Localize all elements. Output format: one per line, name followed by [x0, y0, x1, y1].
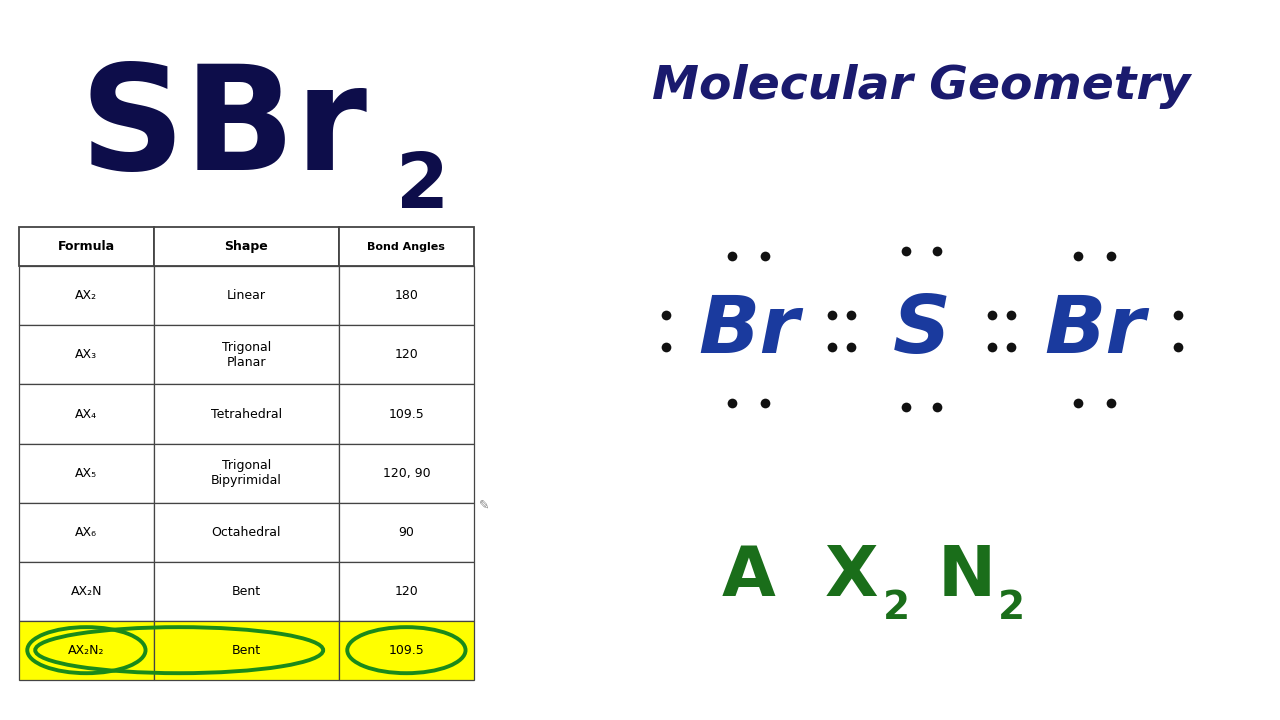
Text: 180: 180 — [394, 289, 419, 302]
Text: Bent: Bent — [232, 644, 261, 657]
Bar — [154, 444, 339, 503]
Text: AX₂N: AX₂N — [70, 585, 102, 598]
Text: 120: 120 — [394, 585, 419, 598]
Text: Tetrahedral: Tetrahedral — [211, 408, 282, 420]
Bar — [339, 325, 474, 384]
Bar — [19, 266, 154, 325]
Text: Formula: Formula — [58, 240, 115, 253]
Bar — [154, 621, 339, 680]
Text: Trigonal
Bipyrimidal: Trigonal Bipyrimidal — [211, 459, 282, 487]
Text: SBr: SBr — [79, 59, 369, 200]
Text: Linear: Linear — [227, 289, 266, 302]
Text: Bent: Bent — [232, 585, 261, 598]
Text: Shape: Shape — [224, 240, 269, 253]
Bar — [19, 621, 154, 680]
Text: X: X — [824, 542, 878, 610]
Text: 120: 120 — [394, 348, 419, 361]
Bar — [339, 503, 474, 562]
Text: Octahedral: Octahedral — [211, 526, 282, 539]
Bar — [19, 227, 154, 266]
Text: 90: 90 — [398, 526, 415, 539]
Text: 2: 2 — [997, 590, 1025, 627]
Text: AX₄: AX₄ — [76, 408, 97, 420]
Bar — [339, 384, 474, 444]
Text: AX₂: AX₂ — [76, 289, 97, 302]
Text: 120, 90: 120, 90 — [383, 467, 430, 480]
Bar — [154, 325, 339, 384]
Text: Trigonal
Planar: Trigonal Planar — [221, 341, 271, 369]
Text: 2: 2 — [396, 150, 449, 224]
Text: Br: Br — [1043, 292, 1146, 370]
Text: S: S — [892, 292, 951, 370]
Text: 2: 2 — [882, 590, 910, 627]
Bar — [154, 266, 339, 325]
Text: AX₃: AX₃ — [76, 348, 97, 361]
Bar — [19, 384, 154, 444]
Text: 109.5: 109.5 — [389, 644, 424, 657]
Text: Br: Br — [698, 292, 800, 370]
Text: 109.5: 109.5 — [389, 408, 424, 420]
Bar — [19, 503, 154, 562]
Text: AX₂N₂: AX₂N₂ — [68, 644, 105, 657]
Bar — [154, 227, 339, 266]
Bar — [154, 384, 339, 444]
Text: AX₆: AX₆ — [76, 526, 97, 539]
Bar — [339, 562, 474, 621]
Bar — [19, 562, 154, 621]
Bar — [154, 503, 339, 562]
Text: Bond Angles: Bond Angles — [367, 242, 445, 251]
Text: AX₅: AX₅ — [76, 467, 97, 480]
Bar — [339, 444, 474, 503]
Text: A: A — [722, 542, 776, 610]
Bar — [339, 227, 474, 266]
Bar — [339, 621, 474, 680]
Text: ✎: ✎ — [479, 499, 489, 512]
Bar — [19, 325, 154, 384]
Bar — [339, 266, 474, 325]
Bar — [19, 444, 154, 503]
Text: N: N — [937, 542, 996, 610]
Bar — [154, 562, 339, 621]
Text: Molecular Geometry: Molecular Geometry — [653, 64, 1190, 109]
